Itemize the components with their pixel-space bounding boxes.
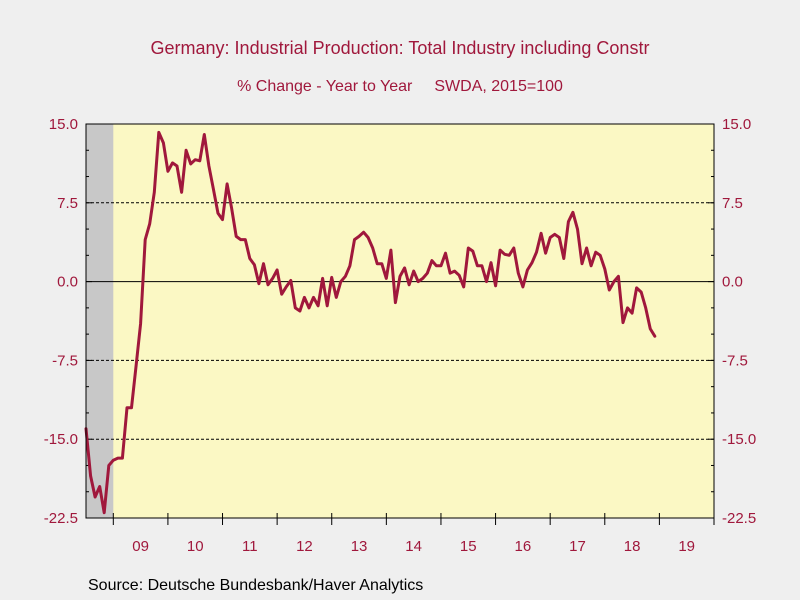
x-tick-label: 19 [678, 538, 695, 555]
recession-shade [86, 124, 114, 518]
subtitle-basis: SWDA, 2015=100 [434, 78, 563, 95]
y-tick-label-right: 15.0 [722, 116, 751, 133]
y-tick-label-left: -22.5 [44, 510, 78, 527]
plot-frame [85, 123, 715, 519]
y-tick-label-left: -15.0 [44, 431, 78, 448]
y-tick-label-right: -22.5 [722, 510, 756, 527]
y-tick-label-left: -7.5 [52, 352, 78, 369]
x-tick-label: 16 [515, 538, 532, 555]
x-tick-label: 13 [351, 538, 368, 555]
y-tick-label-right: -7.5 [722, 352, 748, 369]
y-tick-label-left: 15.0 [49, 116, 78, 133]
y-tick-label-right: -15.0 [722, 431, 756, 448]
x-tick-label: 17 [569, 538, 586, 555]
y-tick-label-left: 7.5 [57, 195, 78, 212]
subtitle-units: % Change - Year to Year [237, 78, 413, 95]
x-tick-label: 10 [187, 538, 204, 555]
chart-subtitle: % Change - Year to Year SWDA, 2015=100 [0, 78, 800, 96]
x-tick-label: 18 [624, 538, 641, 555]
x-tick-label: 11 [242, 538, 258, 555]
y-tick-label-left: 0.0 [57, 274, 78, 291]
x-tick-label: 15 [460, 538, 477, 555]
y-tick-label-right: 7.5 [722, 195, 743, 212]
plot-area [86, 124, 714, 518]
x-tick-label: 12 [296, 538, 313, 555]
series-line [84, 130, 657, 515]
y-tick-label-right: 0.0 [722, 274, 743, 291]
chart-title: Germany: Industrial Production: Total In… [150, 38, 650, 58]
source-note: Source: Deutsche Bundesbank/Haver Analyt… [88, 577, 424, 594]
x-tick-label: 09 [132, 538, 149, 555]
x-tick-label: 14 [405, 538, 422, 555]
